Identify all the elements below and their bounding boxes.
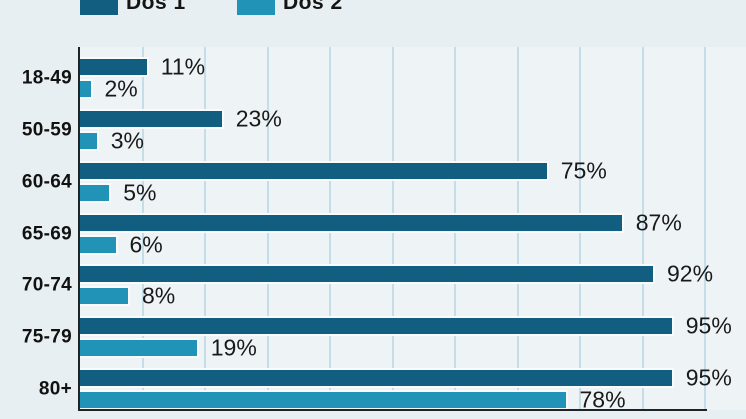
value-label: 11% (160, 53, 206, 80)
value-label: 87% (635, 209, 682, 236)
bar-dos2 (80, 390, 568, 411)
age-group-label: 70-74 (21, 274, 72, 296)
value-label: 2% (104, 75, 138, 102)
bar-dos1 (80, 264, 655, 285)
legend-label-dos2: Dos 2 (283, 0, 343, 14)
bar-dos2 (80, 338, 199, 359)
x-axis-line (78, 409, 707, 411)
bar-dos1 (80, 212, 624, 233)
gridline-100pct (704, 47, 706, 410)
value-label: 95% (685, 312, 732, 339)
age-group-label: 75-79 (21, 326, 72, 348)
bar-dos2 (80, 182, 112, 203)
bar-dos2 (80, 79, 93, 99)
value-label: 8% (142, 282, 176, 309)
bar-dos1 (80, 57, 149, 77)
value-label: 6% (129, 231, 163, 258)
value-label: 78% (579, 386, 626, 413)
value-label: 5% (123, 179, 157, 206)
value-label: 95% (685, 364, 732, 391)
bar-dos2 (80, 234, 118, 255)
age-group-label: 50-59 (21, 119, 72, 141)
age-group-label: 18-49 (21, 67, 72, 89)
plot-area: 18-49 11% 2% 50-59 23% 3% 60-64 75% 5% 65-69 87% 6%… (22, 47, 746, 413)
bar-dos1 (80, 108, 224, 129)
y-axis-line (78, 47, 80, 411)
value-label: 75% (560, 157, 607, 184)
bar-dos2 (80, 286, 130, 307)
value-label: 92% (667, 260, 714, 287)
value-label: 19% (210, 334, 257, 361)
legend-swatch-dos1 (80, 0, 118, 15)
legend-item-dos1: Dos 1 (80, 0, 186, 16)
value-label: 3% (110, 127, 144, 154)
age-group-label: 60-64 (21, 171, 72, 193)
bar-dos1 (80, 160, 549, 181)
bar-dos2 (80, 130, 99, 151)
value-label: 23% (235, 105, 282, 132)
legend-item-dos2: Dos 2 (237, 0, 343, 16)
legend-label-dos1: Dos 1 (126, 0, 186, 14)
bar-dos1 (80, 368, 674, 389)
gridline-90pct (641, 47, 644, 410)
bar-dos1 (80, 316, 674, 337)
age-group-label: 65-69 (21, 223, 72, 245)
legend-swatch-dos2 (237, 0, 275, 15)
age-group-label: 80+ (38, 378, 72, 400)
